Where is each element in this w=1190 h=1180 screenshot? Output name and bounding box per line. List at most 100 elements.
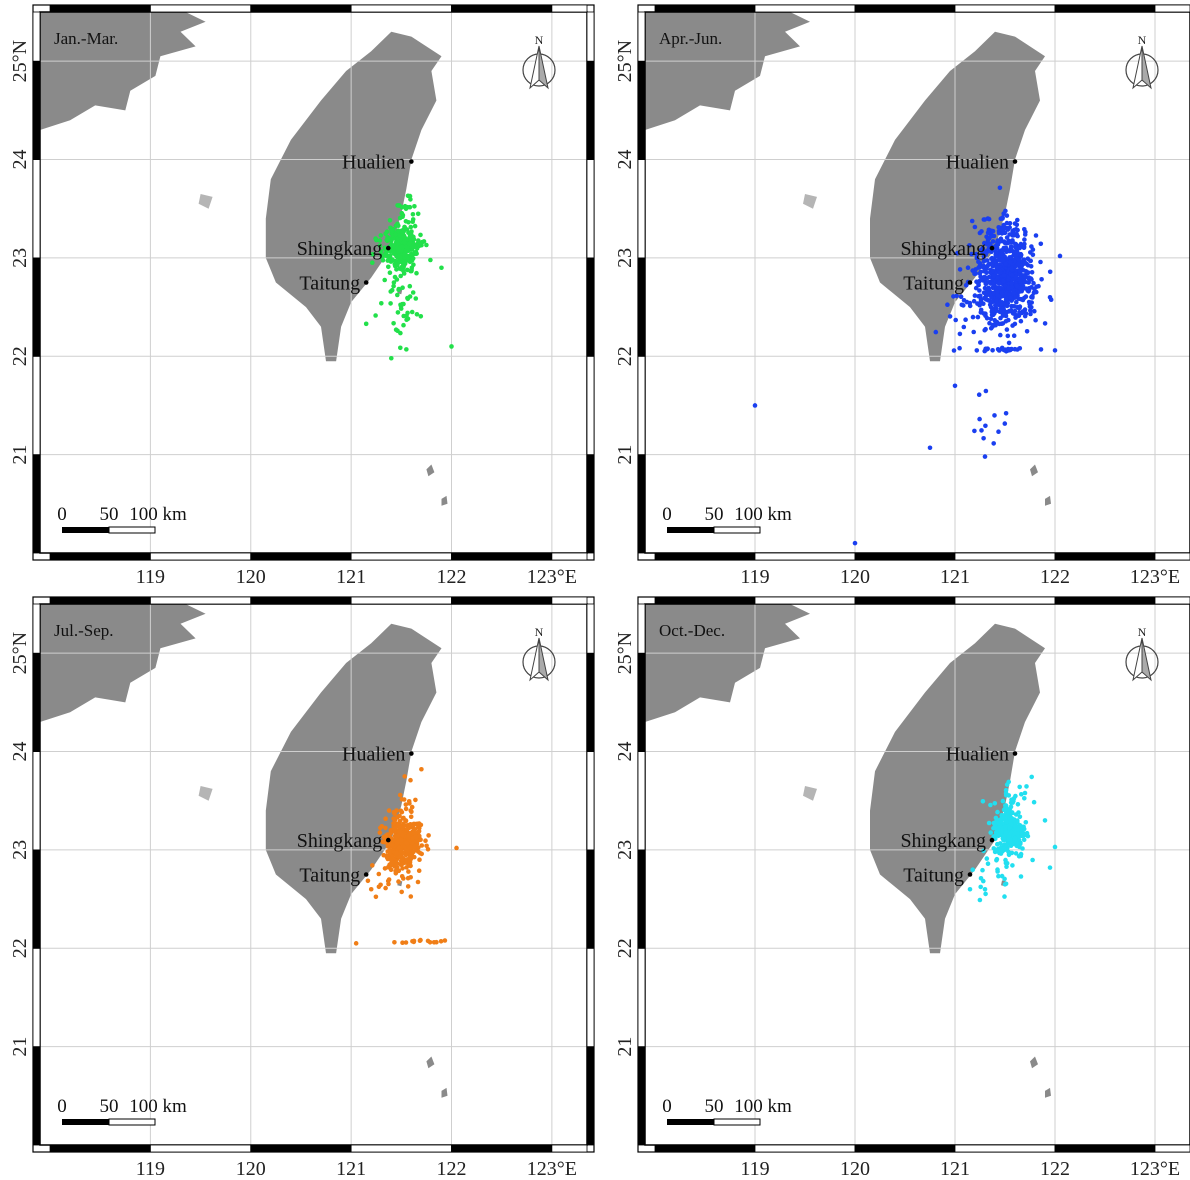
land-taiwan xyxy=(265,31,442,362)
data-point xyxy=(399,210,405,216)
data-point xyxy=(368,886,374,892)
data-point xyxy=(1021,286,1027,291)
data-point xyxy=(370,863,375,868)
city-label-shingkang: Shingkang xyxy=(297,238,383,260)
data-point xyxy=(404,848,410,854)
data-point xyxy=(363,321,369,327)
data-point xyxy=(1013,793,1018,799)
data-point xyxy=(996,429,1001,435)
data-point xyxy=(398,330,403,336)
data-point xyxy=(1015,217,1020,223)
data-point xyxy=(1005,301,1011,306)
data-point xyxy=(410,290,416,295)
data-point xyxy=(398,345,403,351)
season-label: Jan.-Mar. xyxy=(54,29,118,48)
data-point xyxy=(1022,232,1028,237)
data-point xyxy=(391,321,396,326)
data-point xyxy=(1026,280,1031,285)
data-point xyxy=(1008,308,1014,313)
data-point xyxy=(977,288,982,293)
data-point xyxy=(986,262,991,268)
data-point xyxy=(403,206,409,212)
data-point xyxy=(967,886,973,892)
city-marker xyxy=(363,280,369,285)
data-point xyxy=(410,256,416,261)
data-point xyxy=(1010,230,1016,236)
data-point xyxy=(999,253,1005,259)
data-point xyxy=(395,292,400,298)
data-point xyxy=(406,241,412,247)
data-point xyxy=(1029,270,1035,275)
data-point xyxy=(408,197,413,202)
data-point xyxy=(1018,840,1023,846)
map-content xyxy=(645,12,1190,553)
data-point xyxy=(1001,278,1006,284)
data-point xyxy=(1029,305,1034,310)
data-point xyxy=(961,298,967,303)
data-point xyxy=(389,228,394,233)
data-point xyxy=(382,277,388,283)
y-tick-label: 22 xyxy=(614,346,636,366)
data-point xyxy=(394,862,399,867)
data-point xyxy=(965,265,971,271)
data-point xyxy=(400,244,405,250)
data-point xyxy=(987,320,992,326)
data-point xyxy=(1038,241,1044,247)
data-point xyxy=(1003,824,1008,829)
data-point xyxy=(1032,289,1037,295)
data-point xyxy=(410,835,416,841)
x-tick-label: 121 xyxy=(336,566,366,588)
data-point xyxy=(386,881,391,887)
data-point xyxy=(1007,259,1013,265)
data-point xyxy=(370,260,375,266)
data-point xyxy=(1052,844,1058,850)
x-tick-label: 122 xyxy=(1040,566,1070,588)
data-point xyxy=(961,324,967,330)
data-point xyxy=(391,283,396,289)
data-point xyxy=(986,274,992,280)
data-point xyxy=(406,799,412,804)
scale-label: 0 xyxy=(662,504,672,525)
data-point xyxy=(1008,804,1014,809)
map-panel-2: Hualien Shingkang Taitung Apr.-Jun. N 0 50 100 … xyxy=(614,4,1190,588)
data-point xyxy=(404,253,410,259)
data-point xyxy=(1004,235,1010,240)
data-point xyxy=(994,826,1000,832)
y-tick-label: 22 xyxy=(9,346,31,366)
data-point xyxy=(399,809,405,815)
data-point xyxy=(992,413,997,418)
data-point xyxy=(1008,295,1013,300)
data-point xyxy=(1031,799,1037,805)
data-point xyxy=(1029,300,1034,305)
data-point xyxy=(418,937,423,943)
data-point xyxy=(974,251,979,257)
data-point xyxy=(414,270,419,276)
scale-label: 50 xyxy=(705,1096,724,1117)
data-point xyxy=(395,310,401,315)
data-point xyxy=(419,766,424,772)
data-point xyxy=(1030,295,1035,300)
data-point xyxy=(1001,312,1006,318)
data-point xyxy=(1006,340,1012,346)
data-point xyxy=(387,848,392,853)
data-point xyxy=(985,230,991,235)
data-point xyxy=(1025,270,1031,276)
data-point xyxy=(401,268,406,274)
data-point xyxy=(373,313,378,318)
data-point xyxy=(1017,268,1023,274)
data-point xyxy=(1029,285,1034,290)
land-islet xyxy=(441,495,448,506)
data-point xyxy=(1021,244,1027,250)
city-marker xyxy=(967,280,973,285)
land-taiwan xyxy=(265,623,442,954)
data-point xyxy=(974,255,980,261)
scale-label: 100 km xyxy=(129,504,187,525)
data-point xyxy=(412,223,418,229)
data-point xyxy=(1030,857,1035,863)
data-point xyxy=(986,216,992,222)
x-tick-label: 123°E xyxy=(1130,1158,1180,1180)
land-china xyxy=(40,12,206,130)
data-point xyxy=(408,814,414,820)
data-point xyxy=(979,428,984,433)
city-label-shingkang: Shingkang xyxy=(900,238,986,260)
